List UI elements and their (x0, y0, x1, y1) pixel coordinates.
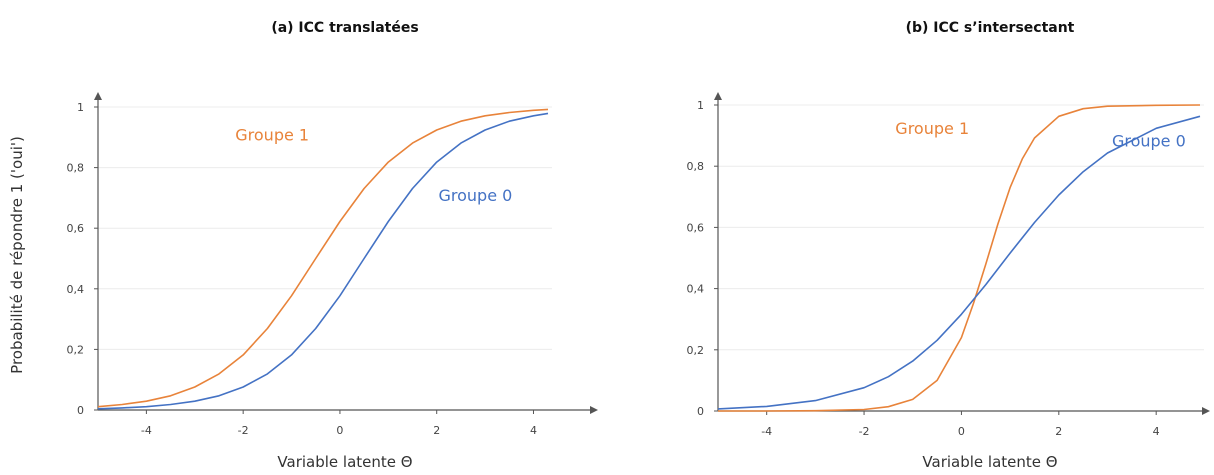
series-line-1 (717, 115, 1201, 410)
x-axis-arrow (1202, 407, 1210, 415)
x-tick-label: 2 (433, 424, 440, 437)
y-tick-label: 1 (697, 99, 704, 112)
x-tick-label: 0 (958, 425, 965, 438)
series-line-0 (718, 104, 1201, 412)
series-label: Groupe 0 (439, 186, 513, 205)
series-line-1 (97, 112, 549, 410)
series-label: Groupe 1 (235, 125, 309, 144)
chart-title: (a) ICC translatées (271, 20, 418, 36)
y-tick-label: 0 (697, 405, 704, 418)
series-line-0 (97, 108, 549, 408)
chart-panel-b: (b) ICC s’intersectant 0 0,2 0,4 0,6 0,8 1 -4 -2… (687, 20, 1210, 471)
x-tick-label: -4 (141, 424, 152, 437)
y-tick-label: 0,8 (67, 162, 85, 175)
x-tick-label: 0 (336, 424, 343, 437)
y-tick-label: 0,4 (67, 283, 85, 296)
x-axis-arrow (590, 406, 598, 414)
series-label: Groupe 1 (895, 119, 969, 138)
x-tick-label: -2 (238, 424, 249, 437)
y-tick-label: 0,2 (687, 344, 705, 357)
x-tick-label: -4 (761, 425, 772, 438)
x-tick-label: 4 (530, 424, 537, 437)
y-tick-label: 0,8 (687, 160, 705, 173)
x-axis-label: Variable latente Θ (277, 453, 412, 471)
chart-title: (b) ICC s’intersectant (906, 20, 1075, 36)
y-axis-label: Probabilité de répondre 1 ('oui') (8, 136, 26, 374)
series-label: Groupe 0 (1112, 131, 1186, 150)
x-tick-label: -2 (859, 425, 870, 438)
chart-panel-a: (a) ICC translatées 0 0,2 0,4 0,6 0,8 1 -4 -2 0 2 4… (67, 20, 598, 471)
y-tick-label: 0,2 (67, 343, 85, 356)
x-axis-label: Variable latente Θ (922, 453, 1057, 471)
x-tick-label: 4 (1153, 425, 1160, 438)
y-axis-arrow (94, 92, 102, 100)
x-tick-label: 2 (1055, 425, 1062, 438)
y-tick-label: 0 (77, 404, 84, 417)
y-tick-label: 0,4 (687, 283, 705, 296)
y-tick-label: 0,6 (687, 221, 705, 234)
y-tick-label: 1 (77, 101, 84, 114)
y-tick-label: 0,6 (67, 222, 85, 235)
y-axis-arrow (714, 92, 722, 100)
